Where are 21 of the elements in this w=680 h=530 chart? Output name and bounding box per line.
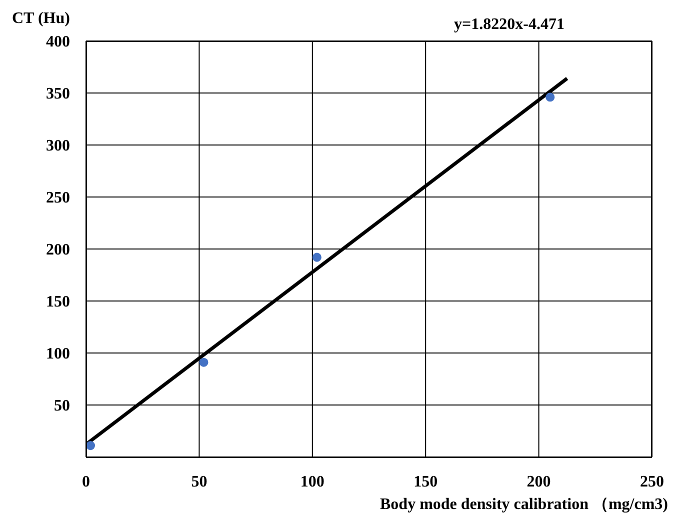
y-tick-label: 200: [46, 242, 70, 259]
point: [86, 441, 96, 450]
y-tick-label: 300: [46, 138, 70, 155]
point: [312, 252, 322, 262]
point: [199, 358, 208, 367]
x-tick-label: 100: [300, 473, 324, 490]
x-tick-label: 150: [414, 473, 438, 490]
x-tick-label: 0: [82, 473, 90, 490]
point: [546, 92, 555, 102]
x-tick-label: 250: [640, 473, 664, 490]
y-tick-label: 100: [46, 346, 70, 363]
y-tick-label: 400: [46, 34, 70, 51]
text: y=1.8220x-4.471: [454, 16, 564, 34]
y-axis-title: CT (Hu): [12, 10, 70, 28]
y-tick-label: 150: [46, 294, 70, 311]
x-tick-label: 50: [191, 473, 208, 490]
y-tick-label: 50: [54, 398, 70, 415]
y-tick-label: 250: [46, 190, 70, 207]
x-tick-label: 200: [526, 473, 551, 490]
y-tick-label: 350: [46, 86, 70, 103]
x-axis-title: Body mode density calibration （mg/cm3): [380, 495, 668, 515]
